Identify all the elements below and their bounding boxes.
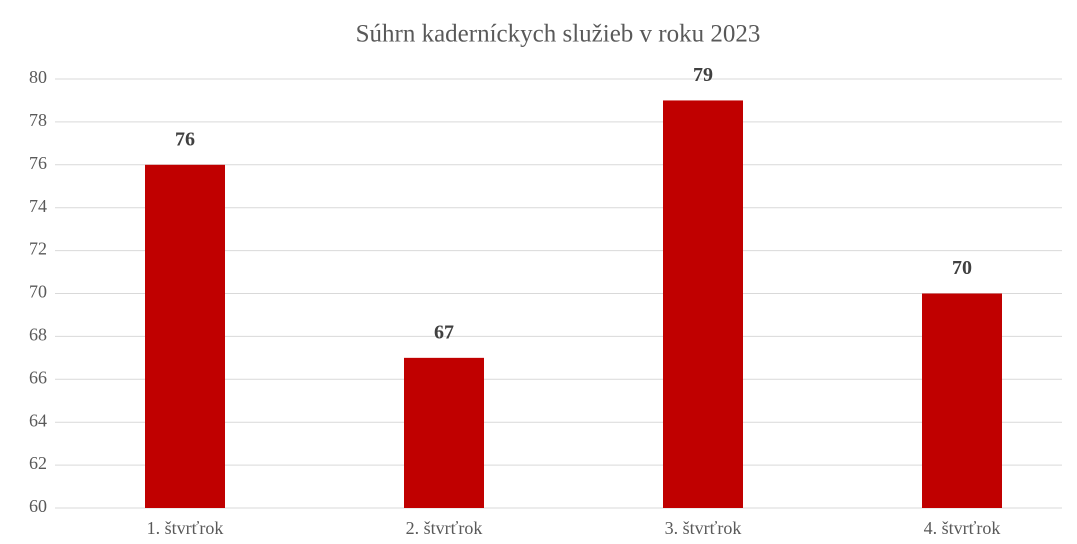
y-tick-label: 62 [29,453,47,473]
y-tick-label: 76 [29,153,47,173]
y-tick-label: 60 [29,496,47,516]
y-tick-label: 68 [29,325,47,345]
y-tick-label: 70 [29,282,47,302]
chart-title: Súhrn kaderníckych služieb v roku 2023 [356,21,761,48]
value-label: 70 [952,257,972,279]
bar [145,164,225,509]
x-tick-label: 1. štvrťrok [147,518,224,538]
y-tick-label: 72 [29,239,47,259]
value-label: 79 [693,64,713,86]
y-tick-label: 66 [29,367,47,387]
bar [663,100,743,508]
y-tick-label: 80 [29,67,47,87]
y-tick-label: 74 [29,196,47,216]
bar [922,293,1002,508]
x-tick-label: 2. štvrťrok [406,518,483,538]
bar [404,357,484,508]
y-tick-label: 78 [29,110,47,130]
x-tick-label: 4. štvrťrok [924,518,1001,538]
value-label: 76 [175,128,195,150]
y-tick-label: 64 [29,410,47,430]
x-tick-label: 3. štvrťrok [665,518,742,538]
value-label: 67 [434,321,454,343]
